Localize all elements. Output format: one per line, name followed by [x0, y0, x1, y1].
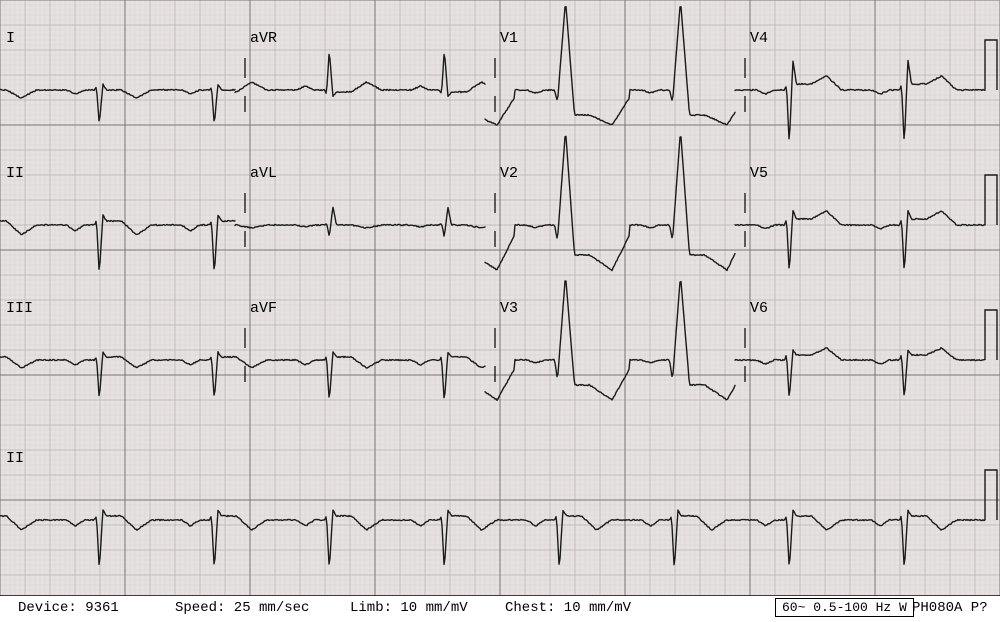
footer-text: Device: 9361: [18, 600, 119, 616]
lead-label-aVL: aVL: [250, 165, 277, 182]
lead-label-II: II: [6, 450, 24, 467]
footer-text: Chest: 10 mm/mV: [505, 600, 631, 616]
footer-bar: Device: 9361 Speed: 25 mm/sec Limb: 10 mm/…: [0, 596, 1000, 618]
lead-label-aVR: aVR: [250, 30, 277, 47]
lead-label-II: II: [6, 165, 24, 182]
lead-label-V2: V2: [500, 165, 518, 182]
lead-label-I: I: [6, 30, 15, 47]
lead-label-V6: V6: [750, 300, 768, 317]
footer-filter-box: 60~ 0.5-100 Hz W: [775, 598, 914, 617]
lead-label-V5: V5: [750, 165, 768, 182]
ecg-strip: IaVR V1 V4 II aVL V2 V5 III aVF V3 V6 II Device: 93…: [0, 0, 1000, 622]
lead-label-III: III: [6, 300, 33, 317]
footer-tail: PH080A P?: [912, 600, 988, 616]
lead-label-V1: V1: [500, 30, 518, 47]
lead-label-aVF: aVF: [250, 300, 277, 317]
footer-text: Limb: 10 mm/mV: [350, 600, 468, 616]
lead-label-V4: V4: [750, 30, 768, 47]
footer-text: Speed: 25 mm/sec: [175, 600, 309, 616]
lead-label-V3: V3: [500, 300, 518, 317]
